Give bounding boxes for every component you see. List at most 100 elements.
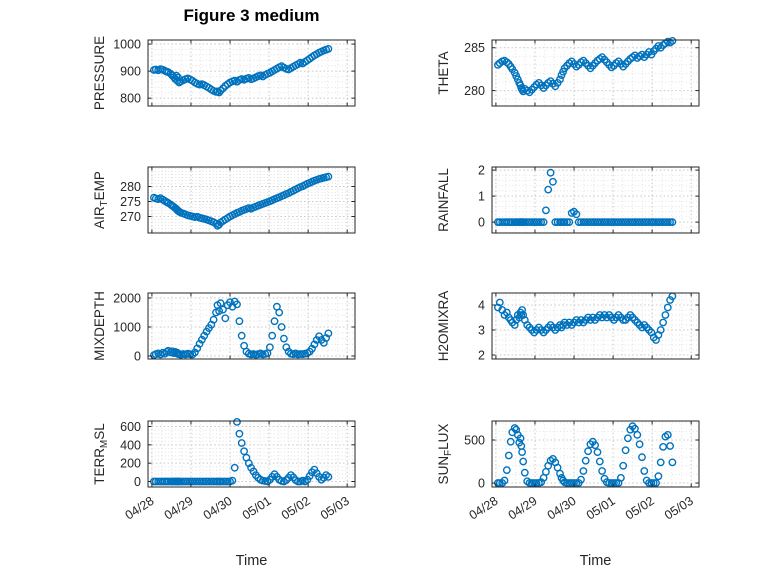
data-point-marker (577, 475, 585, 484)
major-grid (148, 293, 355, 359)
data-point-marker (581, 456, 590, 465)
data-point-marker (172, 71, 181, 80)
data-point-marker (200, 477, 209, 486)
x-tick-label: 05/02 (279, 494, 313, 523)
data-point-marker (619, 218, 628, 226)
data-points (494, 422, 677, 487)
major-grid (148, 167, 355, 233)
data-point-marker (619, 461, 628, 470)
data-points (494, 292, 677, 344)
y-tick-label: 1000 (113, 38, 141, 52)
data-point-marker (579, 467, 588, 475)
data-point-marker (635, 440, 644, 449)
data-point-marker (633, 430, 642, 439)
x-tick-label: 04/29 (162, 494, 196, 523)
data-point-marker (539, 218, 548, 226)
data-point-marker (270, 317, 279, 326)
data-point-marker (652, 479, 660, 487)
data-points (150, 44, 333, 97)
data-point-marker (668, 458, 677, 467)
x-tick-label: 05/03 (318, 494, 352, 523)
data-point-marker (565, 218, 574, 226)
x-tick-label: 04/30 (201, 494, 235, 523)
data-point-marker (230, 463, 239, 472)
data-point-marker (593, 448, 602, 456)
data-point-marker (668, 36, 677, 45)
axes-box (147, 292, 356, 360)
axes-box (491, 292, 700, 360)
data-point-marker (656, 218, 665, 226)
tick-marks (148, 421, 355, 487)
axes-box (491, 166, 700, 234)
data-point-marker (183, 477, 192, 486)
data-point-marker (516, 434, 525, 443)
data-point-marker (198, 335, 206, 344)
chart-canvas-sun-flux: 0 500 04/28 04/29 04/30 05/01 05/02 05/03 SUNFLU… (436, 420, 700, 523)
data-point-marker (324, 329, 333, 338)
data-point-marker (542, 206, 550, 215)
y-tick-label: 280 (464, 84, 485, 98)
subplot-theta: 280 285 THETA (434, 28, 706, 124)
data-point-marker (666, 442, 675, 450)
data-point-marker (324, 172, 333, 181)
data-point-marker (235, 429, 244, 438)
x-axis-label-left: Time (235, 553, 268, 569)
subplot-terr-msl: 0 200 400 600 04/28 04/29 04/30 05/01 05/02 05/03… (90, 409, 362, 559)
data-point-marker (612, 479, 621, 487)
data-point-marker (223, 477, 232, 486)
axes-box (491, 420, 700, 488)
data-point-marker (282, 343, 291, 352)
data-point-marker (649, 479, 658, 487)
data-point-marker (663, 430, 672, 439)
chart-canvas-theta: 280 285 THETA (436, 36, 700, 107)
y-axis-label: AIRTEMP (92, 171, 110, 229)
data-point-marker (228, 476, 237, 485)
data-point-marker (191, 348, 199, 357)
data-point-marker (659, 318, 668, 327)
subplot-h2omixra: 2 3 4 H2OMIXRA (434, 281, 706, 377)
subplot-air-temp: 270 275 280 AIRTEMP (90, 155, 362, 251)
minor-grid (492, 293, 699, 359)
chart-canvas-pressure: 800 900 1000 PRESSURE (92, 36, 356, 110)
data-points (150, 297, 333, 360)
data-point-marker (510, 424, 519, 432)
subplot-pressure: 800 900 1000 PRESSURE (90, 28, 362, 124)
y-tick-label: 4 (478, 299, 485, 313)
data-point-marker (556, 75, 564, 84)
plot-background (148, 293, 355, 359)
data-point-marker (630, 218, 639, 226)
data-point-marker (652, 218, 660, 226)
data-point-marker (518, 448, 527, 456)
x-axis-label-right: Time (579, 553, 612, 569)
data-point-marker (663, 218, 672, 226)
data-point-marker (512, 425, 521, 434)
chart-canvas-terr-msl: 0 200 400 600 04/28 04/29 04/30 05/01 05/02 05/03… (92, 417, 356, 523)
data-point-marker (537, 218, 546, 226)
major-grid (148, 40, 355, 106)
y-axis-label: SUNFLUX (436, 424, 454, 485)
tick-marks (492, 293, 699, 359)
data-point-marker (549, 177, 557, 186)
axes-box (491, 39, 700, 107)
data-point-marker (609, 479, 618, 487)
tick-marks (148, 293, 355, 359)
y-axis-label: TERRMSL (92, 423, 110, 485)
data-point-marker (563, 218, 571, 226)
data-point-marker (535, 218, 543, 226)
data-point-marker (215, 307, 224, 315)
x-tick-label: 04/28 (123, 494, 157, 523)
y-tick-label: 200 (120, 457, 141, 471)
y-tick-label: 900 (120, 65, 141, 79)
data-point-marker (518, 306, 527, 314)
data-point-marker (581, 218, 590, 226)
data-point-marker (591, 441, 600, 450)
y-tick-label: 280 (120, 180, 141, 194)
x-tick-label: 05/03 (662, 494, 696, 523)
y-tick-label: 2 (478, 349, 485, 363)
data-point-marker (506, 437, 515, 446)
data-point-marker (237, 439, 246, 447)
y-axis-label: H2OMIXRA (436, 291, 451, 362)
data-point-marker (661, 311, 670, 319)
